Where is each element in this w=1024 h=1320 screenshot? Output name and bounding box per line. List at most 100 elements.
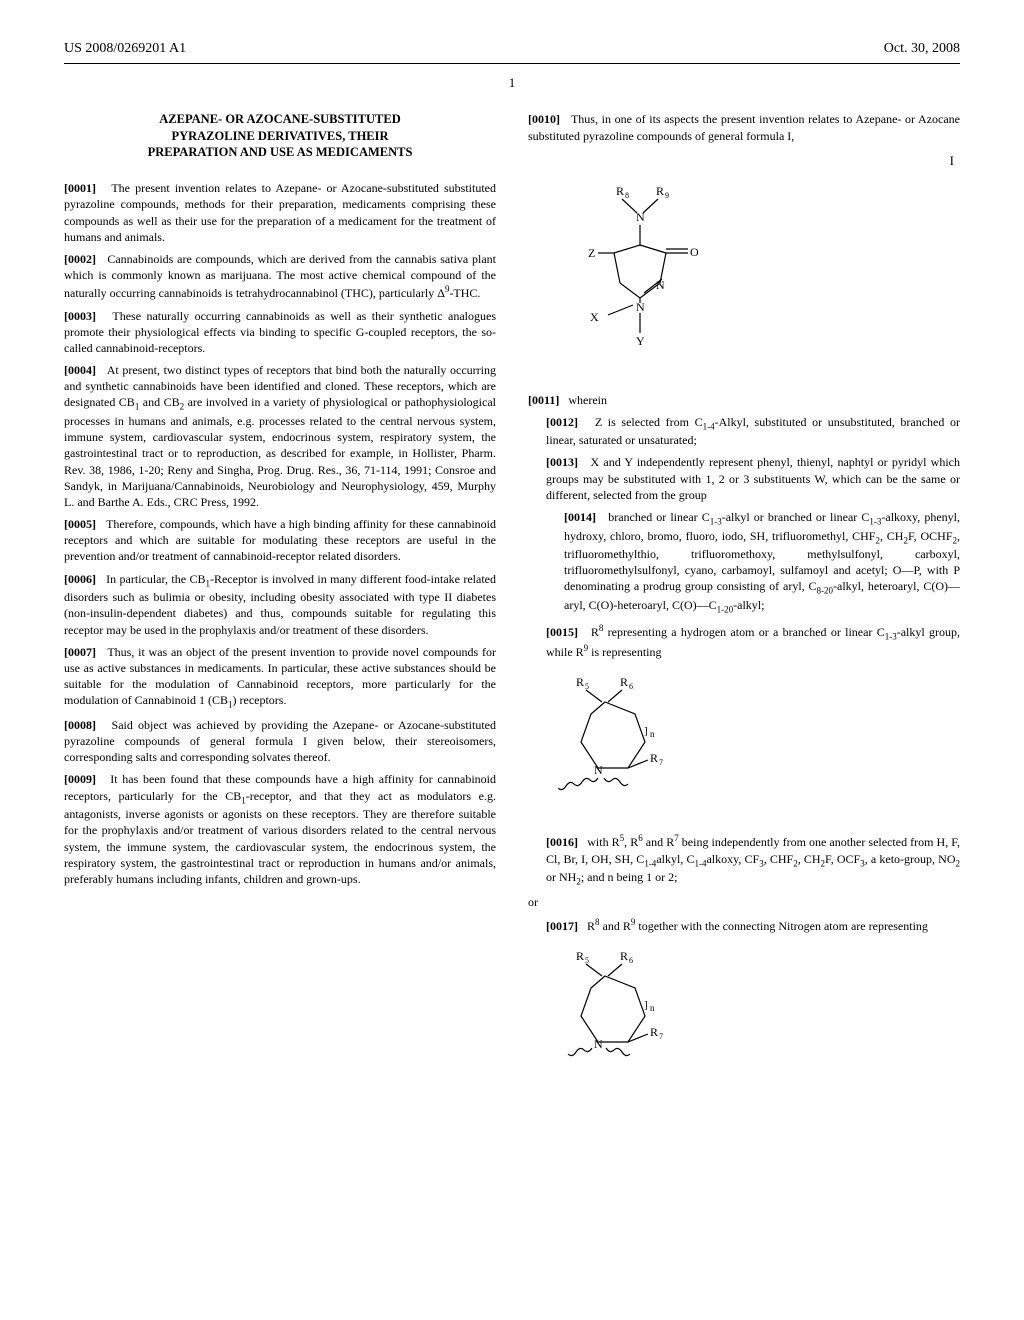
para-text-0007b: ) receptors. xyxy=(233,693,287,707)
header-row: US 2008/0269201 A1 Oct. 30, 2008 xyxy=(64,40,960,64)
para-num-0008: [0008] xyxy=(64,718,96,732)
svg-text:X: X xyxy=(590,310,599,324)
title-line-2: PYRAZOLINE DERIVATIVES, THEIR xyxy=(171,129,388,143)
para-text-0004c: are involved in a variety of physiologic… xyxy=(64,395,496,508)
para-text-0016b: , R xyxy=(624,835,638,849)
para-text-0008: Said object was achieved by providing th… xyxy=(64,718,496,764)
paragraph-0016: [0016] with R5, R6 and R7 being independ… xyxy=(528,832,960,887)
formula-label-I: I xyxy=(528,152,960,170)
svg-text:R: R xyxy=(650,751,658,765)
svg-text:7: 7 xyxy=(659,1032,663,1041)
svg-text:R: R xyxy=(576,675,584,689)
svg-text:6: 6 xyxy=(629,956,633,965)
paragraph-0008: [0008] Said object was achieved by provi… xyxy=(64,717,496,766)
para-text-0013: X and Y independently represent phenyl, … xyxy=(546,455,960,501)
paragraph-0013: [0013] X and Y independently represent p… xyxy=(528,454,960,503)
page-number-top: 1 xyxy=(64,74,960,92)
para-num-0011: [0011] xyxy=(528,393,559,407)
svg-text:5: 5 xyxy=(585,682,589,691)
para-num-0001: [0001] xyxy=(64,181,96,195)
para-text-0016h: , CH xyxy=(798,852,821,866)
para-text-0001: The present invention relates to Azepane… xyxy=(64,181,496,244)
svg-text:R: R xyxy=(620,949,628,963)
svg-text:R: R xyxy=(620,675,628,689)
paragraph-0002: [0002] Cannabinoids are compounds, which… xyxy=(64,251,496,302)
paragraph-0004: [0004] At present, two distinct types of… xyxy=(64,362,496,510)
para-num-0017: [0017] xyxy=(546,919,578,933)
para-text-0014a: branched or linear C xyxy=(608,510,710,524)
paragraph-0007: [0007] Thus, it was an object of the pre… xyxy=(64,644,496,711)
svg-text:N: N xyxy=(636,210,645,224)
paragraph-0006: [0006] In particular, the CB1-Receptor i… xyxy=(64,571,496,638)
paragraph-0010: [0010] Thus, in one of its aspects the p… xyxy=(528,111,960,143)
para-num-0009: [0009] xyxy=(64,772,96,786)
publication-date: Oct. 30, 2008 xyxy=(884,40,960,59)
para-text-0014e: F, OCHF xyxy=(908,529,953,543)
para-text-0012a: Z is selected from C xyxy=(595,415,703,429)
para-num-0015: [0015] xyxy=(546,625,578,639)
para-text-0014b: -alkyl or branched or linear C xyxy=(722,510,870,524)
para-num-0012: [0012] xyxy=(546,415,578,429)
paragraph-0012: [0012] Z is selected from C1-4-Alkyl, su… xyxy=(528,414,960,449)
document-title: AZEPANE- OR AZOCANE-SUBSTITUTED PYRAZOLI… xyxy=(64,111,496,160)
chemical-structure-I: R8 R9 N O Z xyxy=(558,183,960,377)
para-text-0016c: and R xyxy=(643,835,674,849)
para-text-0002a: Cannabinoids are compounds, which are de… xyxy=(64,252,496,300)
para-text-0002b: -THC. xyxy=(449,286,480,300)
para-text-0017a: R xyxy=(587,919,595,933)
chemical-structure-ring-2: R5 R6 ] n R7 N xyxy=(558,948,960,1082)
left-column: AZEPANE- OR AZOCANE-SUBSTITUTED PYRAZOLI… xyxy=(64,111,496,1096)
paragraph-0001: [0001] The present invention relates to … xyxy=(64,180,496,245)
svg-text:]: ] xyxy=(644,725,648,737)
columns: AZEPANE- OR AZOCANE-SUBSTITUTED PYRAZOLI… xyxy=(64,111,960,1096)
para-num-0002: [0002] xyxy=(64,252,96,266)
para-text-0016e: alkyl, C xyxy=(656,852,694,866)
paragraph-0017: [0017] R8 and R9 together with the conne… xyxy=(528,916,960,934)
para-text-0014h: -alkyl; xyxy=(733,598,764,612)
or-label: or xyxy=(528,894,960,910)
para-num-0016: [0016] xyxy=(546,835,578,849)
para-text-0006a: In particular, the CB xyxy=(106,572,205,586)
page: US 2008/0269201 A1 Oct. 30, 2008 1 AZEPA… xyxy=(0,0,1024,1320)
para-text-0009b: -receptor, and that they act as modulato… xyxy=(64,789,496,886)
para-num-0004: [0004] xyxy=(64,363,96,377)
svg-text:R: R xyxy=(656,184,664,198)
svg-text:7: 7 xyxy=(659,758,663,767)
para-num-0005: [0005] xyxy=(64,517,96,531)
svg-text:n: n xyxy=(650,1003,655,1013)
svg-text:n: n xyxy=(650,729,655,739)
para-text-0005: Therefore, compounds, which have a high … xyxy=(64,517,496,563)
para-num-0013: [0013] xyxy=(546,455,578,469)
svg-text:5: 5 xyxy=(585,956,589,965)
title-line-3: PREPARATION AND USE AS MEDICAMENTS xyxy=(148,145,413,159)
svg-text:N: N xyxy=(656,278,665,292)
right-column: [0010] Thus, in one of its aspects the p… xyxy=(528,111,960,1096)
paragraph-0005: [0005] Therefore, compounds, which have … xyxy=(64,516,496,565)
para-text-0016k: or NH xyxy=(546,870,576,884)
title-line-1: AZEPANE- OR AZOCANE-SUBSTITUTED xyxy=(159,112,400,126)
svg-text:Y: Y xyxy=(636,334,645,348)
svg-text:6: 6 xyxy=(629,682,633,691)
para-text-0014d: , CH xyxy=(880,529,903,543)
para-text-0015a: R xyxy=(591,625,599,639)
para-num-0003: [0003] xyxy=(64,309,96,323)
svg-text:]: ] xyxy=(644,999,648,1011)
para-text-0011: wherein xyxy=(568,393,607,407)
para-text-0004b: and CB xyxy=(139,395,179,409)
para-num-0007: [0007] xyxy=(64,645,96,659)
publication-number: US 2008/0269201 A1 xyxy=(64,40,186,59)
para-num-0010: [0010] xyxy=(528,112,560,126)
paragraph-0011: [0011] wherein xyxy=(528,392,960,408)
paragraph-0015: [0015] R8 representing a hydrogen atom o… xyxy=(528,622,960,661)
svg-text:N: N xyxy=(594,1037,603,1051)
para-text-0015b: representing a hydrogen atom or a branch… xyxy=(603,625,884,639)
svg-text:Z: Z xyxy=(588,246,595,260)
paragraph-0009: [0009] It has been found that these comp… xyxy=(64,771,496,887)
svg-text:R: R xyxy=(616,184,624,198)
svg-text:R: R xyxy=(650,1025,658,1039)
para-num-0014: [0014] xyxy=(564,510,596,524)
paragraph-0003: [0003] These naturally occurring cannabi… xyxy=(64,308,496,357)
para-text-0016f: alkoxy, CF xyxy=(706,852,759,866)
para-text-0017c: together with the connecting Nitrogen at… xyxy=(635,919,928,933)
svg-text:N: N xyxy=(594,763,603,777)
